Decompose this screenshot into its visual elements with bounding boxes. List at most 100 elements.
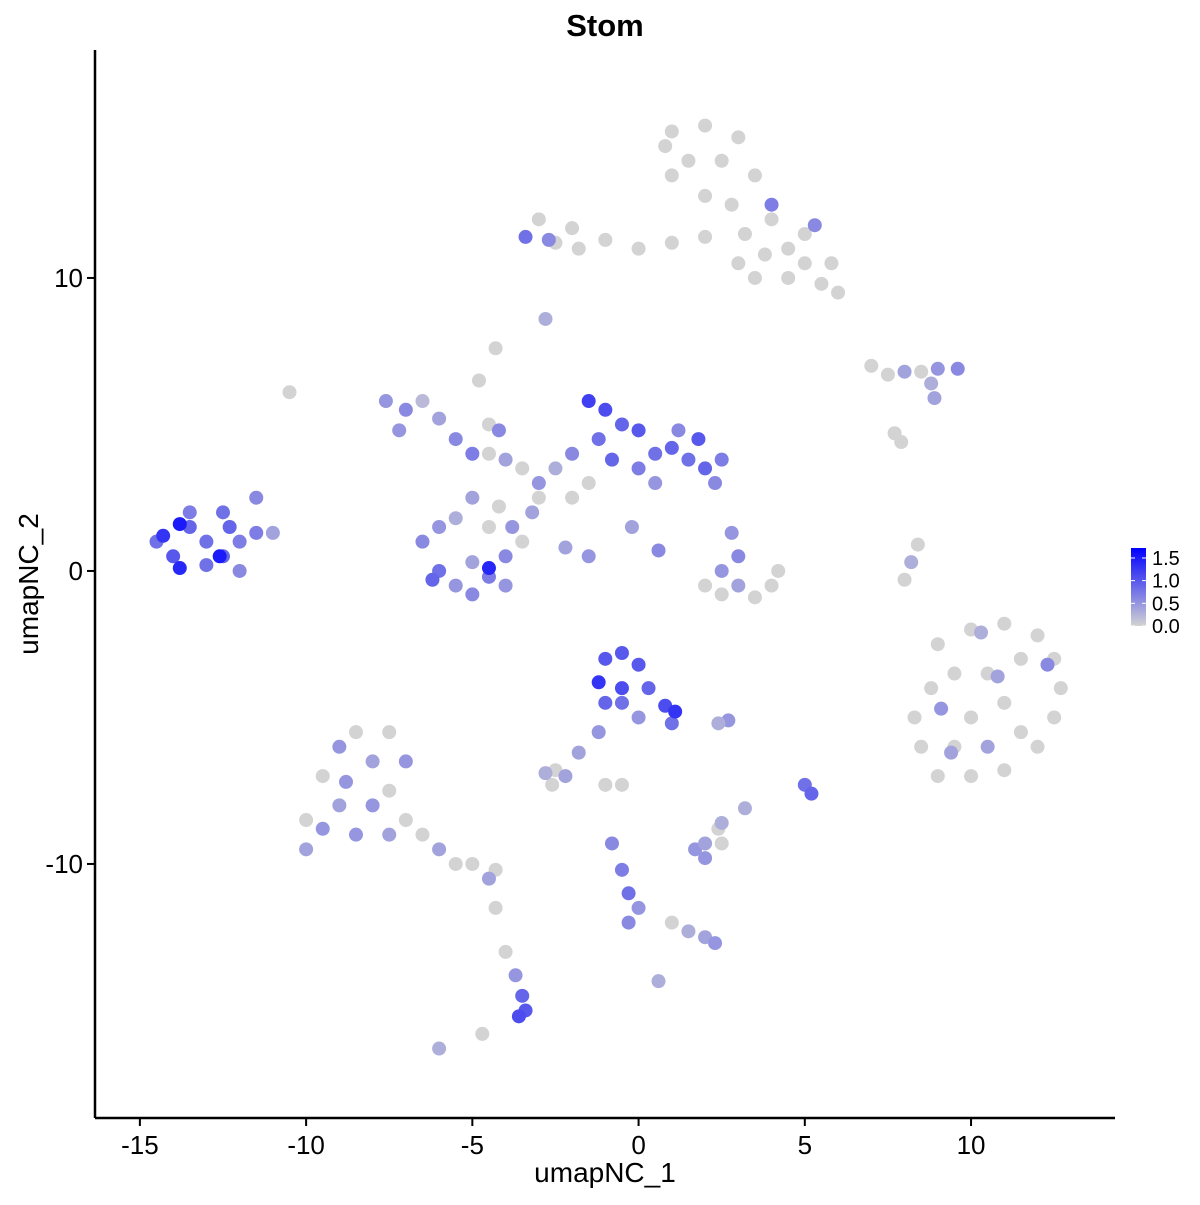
cell-point bbox=[651, 543, 666, 558]
cell-point bbox=[598, 232, 613, 247]
cell-point bbox=[731, 130, 746, 145]
cell-point bbox=[614, 695, 629, 710]
cell-point bbox=[664, 168, 679, 183]
cell-point bbox=[491, 423, 506, 438]
cell-point bbox=[538, 311, 553, 326]
cell-point bbox=[910, 537, 925, 552]
y-tick-label: 0 bbox=[69, 556, 83, 586]
x-tick-label: 5 bbox=[798, 1130, 812, 1160]
cell-point bbox=[737, 227, 752, 242]
cell-point bbox=[947, 666, 962, 681]
cell-point bbox=[232, 563, 247, 578]
cell-point bbox=[631, 710, 646, 725]
cell-point bbox=[491, 499, 506, 514]
cell-point bbox=[997, 695, 1012, 710]
cell-point bbox=[315, 821, 330, 836]
x-tick-label: -5 bbox=[461, 1130, 484, 1160]
cell-point bbox=[425, 572, 440, 587]
cell-point bbox=[166, 549, 181, 564]
cell-point bbox=[398, 813, 413, 828]
cell-point bbox=[332, 798, 347, 813]
cell-point bbox=[997, 763, 1012, 778]
cell-point bbox=[199, 558, 214, 573]
cell-point bbox=[249, 490, 264, 505]
x-tick-label: -15 bbox=[121, 1130, 159, 1160]
cell-point bbox=[215, 505, 230, 520]
cell-point bbox=[664, 440, 679, 455]
cell-point bbox=[432, 411, 447, 426]
cell-point bbox=[698, 188, 713, 203]
cell-point bbox=[658, 139, 673, 154]
cell-point bbox=[432, 520, 447, 535]
cell-point bbox=[708, 936, 723, 951]
cell-point bbox=[708, 476, 723, 491]
x-axis-label: umapNC_1 bbox=[534, 1157, 676, 1188]
colorbar bbox=[1131, 548, 1146, 626]
cell-point bbox=[348, 725, 363, 740]
cell-point bbox=[631, 900, 646, 915]
cell-point bbox=[1030, 739, 1045, 754]
cell-point bbox=[398, 402, 413, 417]
cell-point bbox=[614, 646, 629, 661]
cell-point bbox=[737, 801, 752, 816]
cell-point bbox=[581, 476, 596, 491]
cell-point bbox=[797, 227, 812, 242]
y-tick-label: 10 bbox=[54, 263, 83, 293]
cell-point bbox=[498, 549, 513, 564]
cell-point bbox=[541, 232, 556, 247]
cell-point bbox=[904, 555, 919, 570]
cell-point bbox=[1030, 628, 1045, 643]
y-axis-label: umapNC_2 bbox=[13, 513, 44, 655]
cell-point bbox=[624, 520, 639, 535]
cell-point bbox=[415, 394, 430, 409]
cell-point bbox=[797, 256, 812, 271]
cell-point bbox=[714, 815, 729, 830]
cell-point bbox=[505, 520, 520, 535]
cell-point bbox=[914, 739, 929, 754]
cell-point bbox=[265, 525, 280, 540]
cell-point bbox=[378, 394, 393, 409]
cell-point bbox=[591, 432, 606, 447]
cell-point bbox=[764, 212, 779, 227]
cell-point bbox=[641, 681, 656, 696]
cell-point bbox=[698, 229, 713, 244]
cell-point bbox=[481, 446, 496, 461]
cell-point bbox=[448, 856, 463, 871]
cell-point bbox=[558, 769, 573, 784]
cell-point bbox=[282, 385, 297, 400]
cell-point bbox=[668, 704, 683, 719]
cell-point bbox=[348, 827, 363, 842]
cell-point bbox=[974, 625, 989, 640]
cell-point bbox=[990, 669, 1005, 684]
cell-point bbox=[475, 1026, 490, 1041]
cell-point bbox=[531, 212, 546, 227]
cell-point bbox=[365, 798, 380, 813]
cell-point bbox=[222, 520, 237, 535]
cell-point bbox=[781, 270, 796, 285]
cell-point bbox=[698, 461, 713, 476]
cell-point bbox=[465, 490, 480, 505]
cell-point bbox=[498, 452, 513, 467]
cell-point bbox=[465, 555, 480, 570]
cell-point bbox=[1013, 651, 1028, 666]
cell-point bbox=[711, 716, 726, 731]
cell-point bbox=[714, 587, 729, 602]
cell-point bbox=[498, 944, 513, 959]
cell-point bbox=[515, 988, 530, 1003]
cell-point bbox=[631, 423, 646, 438]
cell-point bbox=[664, 915, 679, 930]
cell-point bbox=[934, 701, 949, 716]
cell-point bbox=[508, 968, 523, 983]
cell-point bbox=[781, 241, 796, 256]
cell-point bbox=[598, 651, 613, 666]
cell-point bbox=[614, 862, 629, 877]
cell-point bbox=[681, 153, 696, 168]
cell-point bbox=[764, 197, 779, 212]
cell-point bbox=[804, 786, 819, 801]
cell-point bbox=[249, 525, 264, 540]
cell-point bbox=[488, 900, 503, 915]
colorbar-label: 0.5 bbox=[1152, 593, 1180, 615]
cell-point bbox=[571, 745, 586, 760]
cell-point bbox=[488, 341, 503, 356]
